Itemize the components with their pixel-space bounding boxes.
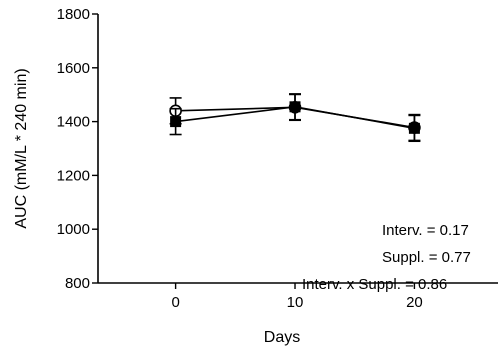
y-tick-label: 1600	[57, 60, 90, 77]
y-axis-title: AUC (mM/L * 240 min)	[13, 68, 30, 228]
y-axis: 800 1000 1200 1400 1600 1800	[57, 6, 99, 292]
stat-interv: Interv. = 0.17	[382, 222, 469, 239]
stat-suppl: Suppl. = 0.77	[382, 249, 471, 266]
x-tick-label: 0	[171, 294, 179, 311]
x-axis-title: Days	[264, 329, 300, 346]
data-point-square	[408, 122, 420, 134]
data-point-square	[170, 116, 182, 128]
stat-interaction: Interv. x Suppl. = 0.86	[302, 276, 447, 293]
x-tick-label: 20	[406, 294, 423, 311]
stats-annotations: Interv. = 0.17 Suppl. = 0.77 Interv. x S…	[302, 222, 471, 293]
data-point-square	[289, 101, 301, 113]
series-group	[169, 93, 421, 143]
y-tick-label: 1400	[57, 114, 90, 131]
x-tick-label: 10	[287, 294, 304, 311]
series-2	[169, 93, 421, 143]
y-tick-label: 1800	[57, 6, 90, 23]
y-tick-label: 1200	[57, 167, 90, 184]
y-tick-label: 800	[65, 275, 90, 292]
x-axis: 0 10 20	[98, 282, 498, 311]
y-tick-label: 1000	[57, 221, 90, 238]
